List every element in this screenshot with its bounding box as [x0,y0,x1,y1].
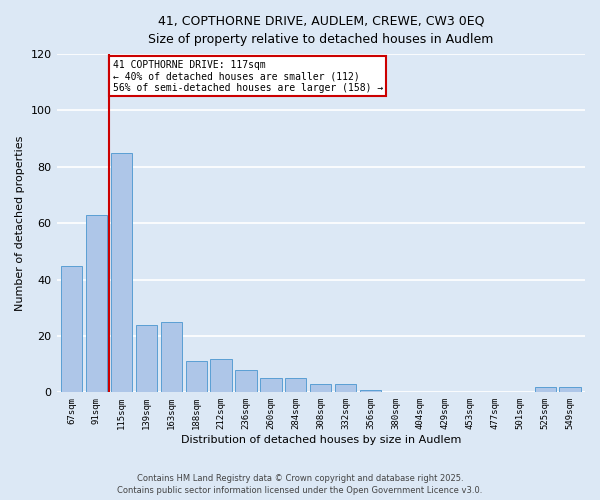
Text: 41 COPTHORNE DRIVE: 117sqm
← 40% of detached houses are smaller (112)
56% of sem: 41 COPTHORNE DRIVE: 117sqm ← 40% of deta… [113,60,383,93]
Bar [86,215,107,392]
Title: 41, COPTHORNE DRIVE, AUDLEM, CREWE, CW3 0EQ
Size of property relative to detache: 41, COPTHORNE DRIVE, AUDLEM, CREWE, CW3 … [148,15,493,46]
Bar [136,324,157,392]
X-axis label: Distribution of detached houses by size in Audlem: Distribution of detached houses by size … [181,435,461,445]
Bar [285,378,307,392]
Bar [185,362,207,392]
Bar [111,153,132,392]
Bar [559,386,581,392]
Bar [360,390,381,392]
Bar [235,370,257,392]
Text: Contains HM Land Registry data © Crown copyright and database right 2025.
Contai: Contains HM Land Registry data © Crown c… [118,474,482,495]
Bar [535,386,556,392]
Bar [61,266,82,392]
Bar [310,384,331,392]
Bar [335,384,356,392]
Y-axis label: Number of detached properties: Number of detached properties [15,136,25,311]
Bar [211,358,232,392]
Bar [260,378,281,392]
Bar [161,322,182,392]
